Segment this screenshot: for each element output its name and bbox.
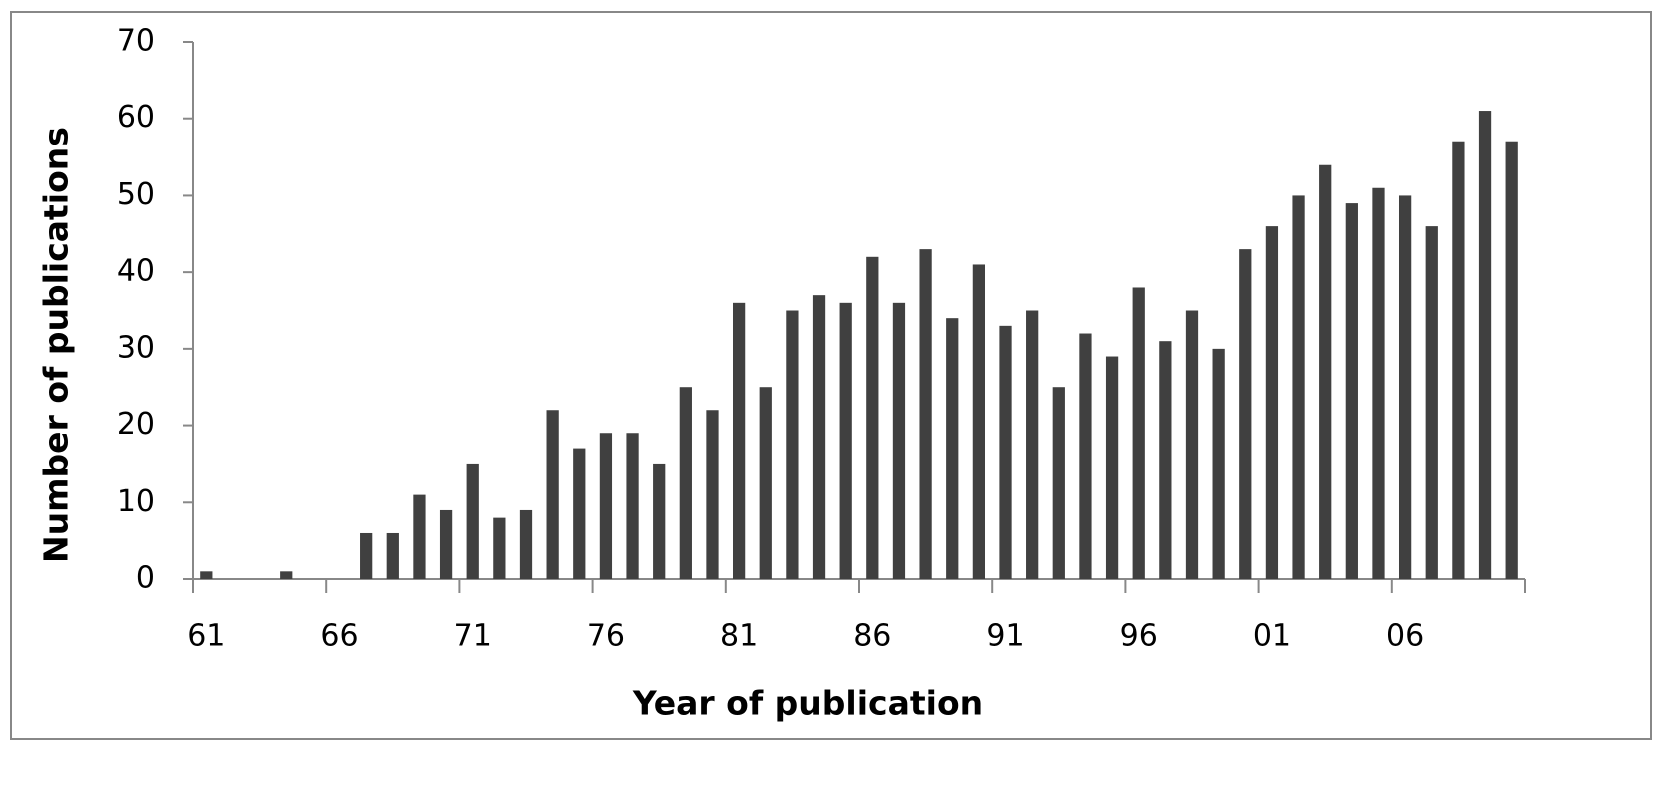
bar: [1292, 195, 1305, 579]
bar: [786, 310, 799, 579]
bar: [1319, 164, 1332, 579]
bar: [546, 410, 559, 579]
y-tick-label: 30: [117, 330, 155, 365]
bar: [999, 325, 1012, 579]
bar: [1265, 226, 1279, 579]
bar: [1026, 310, 1039, 579]
bar: [759, 387, 772, 579]
y-tick-label: 70: [117, 24, 155, 59]
bar: [573, 448, 586, 579]
bar: [1452, 141, 1465, 579]
x-tick-label: 91: [986, 619, 1024, 654]
bar: [200, 571, 213, 579]
x-tick-label: 96: [1120, 619, 1158, 654]
bar: [626, 433, 639, 579]
bar: [812, 295, 826, 579]
y-axis-title: Number of publications: [37, 127, 76, 563]
bar: [1105, 356, 1119, 579]
bar: [493, 517, 506, 579]
x-tick-label: 86: [853, 619, 891, 654]
bar: [1425, 226, 1438, 579]
bar: [1079, 333, 1092, 579]
bar: [439, 509, 453, 579]
bar: [1212, 348, 1225, 579]
bar: [1052, 387, 1065, 579]
y-tick-label: 50: [117, 177, 155, 212]
bar: [946, 318, 959, 579]
x-tick-label: 66: [320, 619, 358, 654]
y-tick-label: 40: [117, 254, 155, 289]
bar: [519, 509, 533, 579]
bar: [386, 532, 399, 579]
x-tick-label: 76: [587, 619, 625, 654]
bar: [972, 264, 986, 579]
x-tick-label: 01: [1253, 619, 1291, 654]
x-tick-label: 61: [187, 619, 225, 654]
bar: [732, 302, 746, 579]
bar: [1185, 310, 1199, 579]
y-tick-label: 0: [136, 561, 155, 596]
bar: [679, 387, 692, 579]
x-axis-title: Year of publication: [632, 684, 983, 723]
bar: [706, 410, 719, 579]
x-tick-label: 71: [454, 619, 492, 654]
bar: [360, 532, 373, 579]
bar: [866, 256, 879, 579]
bar: [1345, 203, 1358, 579]
y-tick-label: 60: [117, 100, 155, 135]
bar: [1478, 111, 1492, 580]
bar: [466, 463, 479, 579]
bar: [839, 302, 852, 579]
bar: [653, 463, 666, 579]
bar: [1132, 287, 1145, 579]
bar: [1398, 195, 1412, 579]
y-tick-label: 20: [117, 407, 155, 442]
bar: [280, 571, 293, 579]
x-tick-label: 81: [720, 619, 758, 654]
bar: [413, 494, 426, 579]
bar: [1159, 341, 1172, 579]
x-tick-label: 06: [1386, 619, 1424, 654]
bar: [1239, 249, 1252, 579]
bar: [919, 249, 932, 579]
y-tick-label: 10: [117, 484, 155, 519]
bar: [1505, 141, 1518, 579]
bar: [1372, 187, 1385, 579]
bar: [892, 302, 906, 579]
bar: [599, 433, 613, 579]
